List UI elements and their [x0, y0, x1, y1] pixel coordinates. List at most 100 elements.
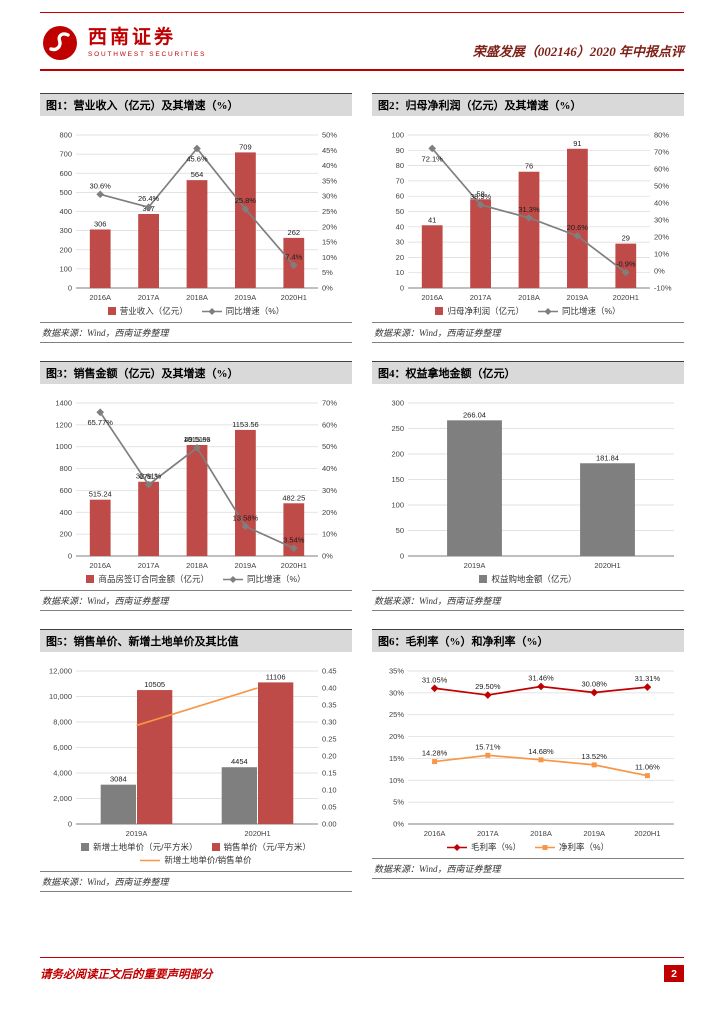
bar [137, 690, 173, 824]
x-axis-label: 2020H1 [594, 561, 620, 570]
bar [447, 420, 502, 556]
point-label: 13.52% [581, 752, 607, 761]
marker [432, 759, 438, 765]
point-label: 65.77% [87, 418, 113, 427]
legend-marker [544, 307, 552, 315]
bar [615, 243, 637, 288]
bar-label: 679.3 [139, 472, 158, 481]
left-axis-tick: 6,000 [53, 743, 72, 752]
bar [100, 784, 136, 824]
x-axis-label: 2019A [235, 561, 257, 570]
legend-item: 归母净利润（亿元） [435, 305, 524, 317]
marker [483, 691, 492, 699]
bar-label: 91 [573, 139, 581, 148]
right-axis-tick: 10% [322, 253, 337, 262]
left-axis-tick: 20% [389, 732, 404, 741]
x-axis-label: 2018A [518, 293, 540, 302]
left-axis-tick: 150 [391, 475, 404, 484]
x-axis-label: 2020H1 [613, 293, 639, 302]
left-axis-tick: 800 [59, 464, 72, 473]
bar-label: 4454 [231, 757, 248, 766]
legend-label: 净利率（%） [559, 842, 610, 852]
marker [485, 752, 491, 758]
left-axis-tick: 200 [391, 450, 404, 459]
figure-4: 图4：权益拿地金额（亿元） 0 50 100 150 200 250 300 2019A 202… [372, 361, 684, 611]
point-label: 11.06% [635, 763, 660, 772]
x-axis-label: 2019A [464, 561, 486, 570]
left-axis-tick: 300 [391, 399, 404, 408]
left-axis-tick: 200 [59, 530, 72, 539]
legend-line-swatch [222, 575, 243, 583]
right-axis-tick: 20% [654, 233, 669, 242]
x-axis-label: 2019A [235, 293, 257, 302]
legend-label: 商品房签订合同金额（亿元） [98, 574, 209, 584]
legend-label: 营业收入（亿元） [119, 306, 188, 316]
brand-name: 西南证券 [88, 27, 177, 49]
legend-item: 权益购地金额（亿元） [479, 573, 577, 585]
legend-marker [229, 575, 237, 583]
legend-item: 毛利率（%） [446, 841, 521, 853]
legend-marker [453, 843, 461, 851]
left-axis-tick: 600 [59, 486, 72, 495]
marker [525, 213, 533, 222]
point-label: 31.46% [528, 673, 554, 682]
right-axis-tick: 0.05 [322, 803, 337, 812]
right-axis-tick: 30% [322, 486, 337, 495]
right-axis-tick: 80% [654, 131, 669, 140]
left-axis-tick: 500 [59, 188, 72, 197]
left-axis-tick: 1000 [55, 442, 72, 451]
legend-line-swatch [201, 307, 222, 315]
figure-1-chart: 0 100 200 300 400 500 600 700 800 0% 5% 10% 15% 20% 25… [59, 131, 337, 303]
marker [644, 773, 650, 779]
bar-label: 1153.56 [232, 420, 259, 429]
bar [567, 148, 588, 288]
figure-1-legend: 营业收入（亿元） 同比增速（%） [40, 304, 352, 320]
figure-2: 图2：归母净利润（亿元）及其增速（%） 0 10 20 30 40 50 60 70 80 90 1… [372, 93, 684, 343]
point-label: 45.6% [186, 154, 208, 163]
bar [580, 463, 635, 556]
legend-line-swatch [140, 859, 161, 861]
right-axis-tick: 20% [322, 508, 337, 517]
left-axis-tick: 40 [396, 222, 404, 231]
bar-label: 482.25 [282, 493, 305, 502]
right-axis-tick: 70% [654, 148, 669, 157]
left-axis-tick: 400 [59, 508, 72, 517]
x-axis-label: 2020H1 [281, 561, 307, 570]
figure-3-plot: 0 200 400 600 800 1000 1200 1400 0% 10% 20% 30% 40% 5… [40, 384, 352, 572]
point-label: 14.68% [528, 747, 554, 756]
legend-line-swatch [535, 844, 555, 850]
bar [470, 199, 491, 288]
bar-label: 76 [525, 162, 533, 171]
right-axis-tick: 70% [322, 399, 337, 408]
point-label: 3.54% [283, 535, 305, 544]
legend-item: 新增土地单价（元/平方米） [81, 841, 198, 853]
left-axis-tick: 200 [59, 245, 72, 254]
bar [89, 499, 111, 556]
marker [621, 268, 630, 277]
bar [138, 213, 159, 288]
report-footer: 请务必阅读正文后的重要声明部分 2 [40, 957, 684, 982]
left-axis-tick: 800 [59, 131, 72, 140]
figure-1: 图1：营业收入（亿元）及其增速（%） 0 100 200 300 400 500 600 70… [40, 93, 352, 343]
left-axis-tick: 10 [396, 268, 404, 277]
right-axis-tick: 0.10 [322, 786, 337, 795]
figure-2-plot: 0 10 20 30 40 50 60 70 80 90 100 -10% 0% 10% 20% 30% 40%… [372, 116, 684, 304]
footer-disclaimer: 请务必阅读正文后的重要声明部分 [40, 968, 213, 981]
brand: 西南证券 SOUTHWEST SECURITIES [40, 23, 206, 63]
figure-3-legend: 商品房签订合同金额（亿元） 同比增速（%） [40, 572, 352, 588]
right-axis-tick: 15% [322, 238, 337, 247]
right-axis-tick: 30% [322, 192, 337, 201]
left-axis-tick: 2,000 [53, 794, 72, 803]
figure-6-legend: 毛利率（%） 净利率（%） [372, 840, 684, 856]
bar-label: 29 [622, 234, 630, 243]
left-axis-tick: 0 [400, 552, 404, 561]
x-axis-label: 2018A [530, 829, 552, 838]
x-axis-label: 2016A [421, 293, 443, 302]
x-axis-label: 2017A [138, 293, 160, 302]
x-axis-label: 2019A [126, 829, 148, 838]
figure-1-plot: 0 100 200 300 400 500 600 700 800 0% 5% 10% 15% 20% 25… [40, 116, 352, 304]
bar-label: 515.24 [89, 490, 112, 499]
right-axis-tick: 0.20 [322, 752, 337, 761]
right-axis-tick: 0.25 [322, 735, 337, 744]
left-axis-tick: 100 [391, 131, 404, 140]
